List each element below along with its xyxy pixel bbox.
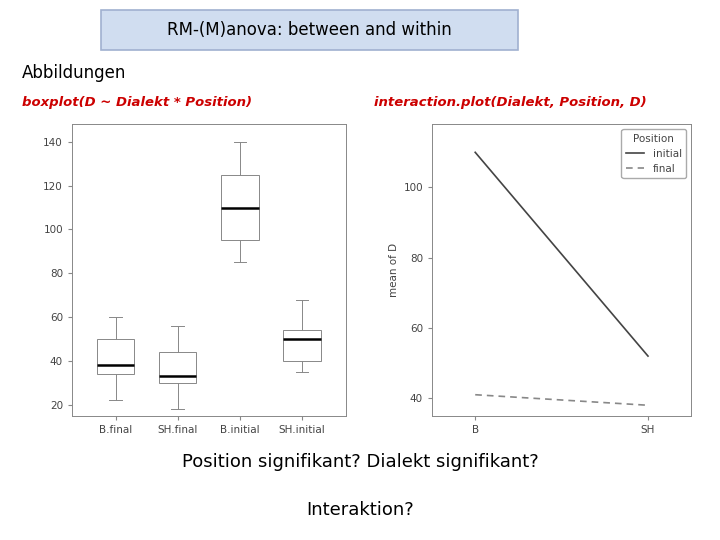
Text: Abbildungen: Abbildungen [22,64,126,82]
Bar [284,330,320,361]
Text: interaction.plot(Dialekt, Position, D): interaction.plot(Dialekt, Position, D) [374,96,647,109]
FancyBboxPatch shape [101,10,518,50]
Text: Interaktion?: Interaktion? [306,501,414,519]
Legend: initial, final: initial, final [621,130,686,178]
Text: RM-(M)anova: between and within: RM-(M)anova: between and within [167,21,452,39]
Bar [97,339,134,374]
Text: boxplot(D ~ Dialekt * Position): boxplot(D ~ Dialekt * Position) [22,96,251,109]
Bar [159,352,197,383]
Text: Position signifikant? Dialekt signifikant?: Position signifikant? Dialekt signifikan… [181,453,539,471]
Bar [221,174,258,240]
Y-axis label: mean of D: mean of D [390,243,399,297]
